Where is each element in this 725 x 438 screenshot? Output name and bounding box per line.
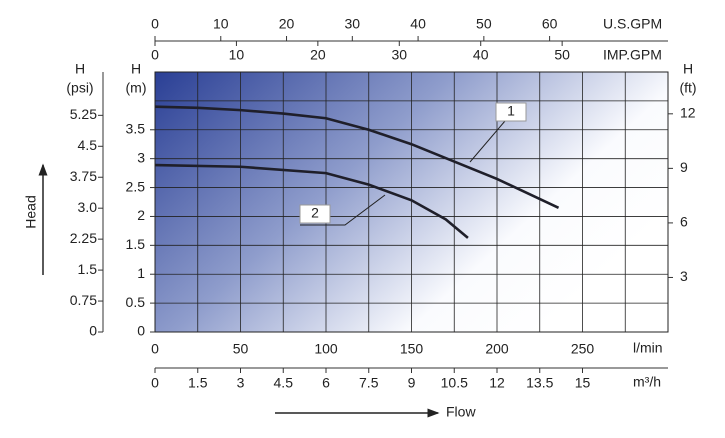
- y-label-top: H: [131, 61, 141, 77]
- imp-gpm-tick-label: 40: [473, 47, 489, 63]
- y-title: Head: [23, 195, 39, 228]
- psi-tick-label: 3.0: [78, 199, 98, 215]
- us-gpm-tick-label: 10: [213, 16, 229, 32]
- psi-tick-label: 0.75: [70, 292, 97, 308]
- m3h-tick-label: 9: [408, 375, 416, 391]
- m3h-tick-label: 0: [151, 375, 159, 391]
- y2-label-top: H: [683, 61, 693, 77]
- curve-leader: [469, 120, 506, 163]
- psi-label-top: H: [75, 61, 85, 77]
- y2-tick-label: 12: [680, 105, 696, 121]
- x-tick-label: 50: [233, 341, 249, 357]
- imp-gpm-tick-label: 20: [310, 47, 326, 63]
- us-gpm-tick-label: 50: [476, 16, 492, 32]
- curve: [154, 105, 560, 209]
- x-tick-label: 250: [571, 341, 595, 357]
- psi-tick-label: 3.75: [70, 168, 97, 184]
- m3h-tick-label: 6: [322, 375, 330, 391]
- curve: [154, 163, 469, 239]
- y-tick-label: 3.5: [126, 120, 146, 136]
- y-tick-label: 2: [137, 207, 145, 223]
- y-tick-label: 1: [137, 265, 145, 281]
- y-tick-label: 3: [137, 149, 145, 165]
- m3h-label: m³/h: [633, 374, 661, 390]
- m3h-tick-label: 1.5: [188, 375, 208, 391]
- curve-label: 2: [311, 205, 319, 221]
- imp-gpm-tick-label: 10: [229, 47, 245, 63]
- y2-tick-label: 3: [680, 268, 688, 284]
- x-tick-label: 0: [151, 341, 159, 357]
- y-label: (m): [126, 80, 147, 96]
- curve-label-box: [299, 204, 331, 224]
- curve-leader: [300, 194, 386, 226]
- m3h-tick-label: 3: [237, 375, 245, 391]
- x-tick-label: 150: [400, 341, 424, 357]
- x-title: Flow: [446, 404, 476, 420]
- y2-tick-label: 6: [680, 214, 688, 230]
- m3h-tick-label: 7.5: [359, 375, 379, 391]
- x-label: l/min: [633, 340, 663, 356]
- plot-frame: [154, 71, 669, 333]
- psi-tick-label: 0: [89, 323, 97, 339]
- m3h-tick-label: 13.5: [526, 375, 553, 391]
- imp-gpm-tick-label: 30: [391, 47, 407, 63]
- psi-tick-label: 5.25: [70, 106, 97, 122]
- psi-tick-label: 2.25: [70, 230, 97, 246]
- m3h-tick-label: 10.5: [441, 375, 468, 391]
- imp-gpm-tick-label: 50: [554, 47, 570, 63]
- us-gpm-tick-label: 40: [410, 16, 426, 32]
- psi-label: (psi): [66, 80, 93, 96]
- y-tick-label: 2.5: [126, 178, 146, 194]
- curve-label: 1: [507, 103, 515, 119]
- x-tick-label: 200: [485, 341, 509, 357]
- x-tick-label: 100: [314, 341, 338, 357]
- imp-gpm-label: IMP.GPM: [603, 47, 662, 63]
- curve-label-box: [495, 102, 527, 122]
- us-gpm-tick-label: 30: [345, 16, 361, 32]
- psi-tick-label: 1.5: [78, 261, 98, 277]
- y-tick-label: 0: [137, 323, 145, 339]
- imp-gpm-tick-label: 0: [151, 47, 159, 63]
- psi-tick-label: 4.5: [78, 137, 98, 153]
- us-gpm-tick-label: 20: [279, 16, 295, 32]
- us-gpm-tick-label: 0: [151, 16, 159, 32]
- y-tick-label: 0.5: [126, 294, 146, 310]
- y-tick-label: 1.5: [126, 236, 146, 252]
- m3h-tick-label: 15: [575, 375, 591, 391]
- m3h-tick-label: 4.5: [274, 375, 294, 391]
- us-gpm-label: U.S.GPM: [603, 16, 662, 32]
- y2-tick-label: 9: [680, 159, 688, 175]
- m3h-tick-label: 12: [489, 375, 505, 391]
- us-gpm-tick-label: 60: [542, 16, 558, 32]
- y2-label: (ft): [679, 80, 696, 96]
